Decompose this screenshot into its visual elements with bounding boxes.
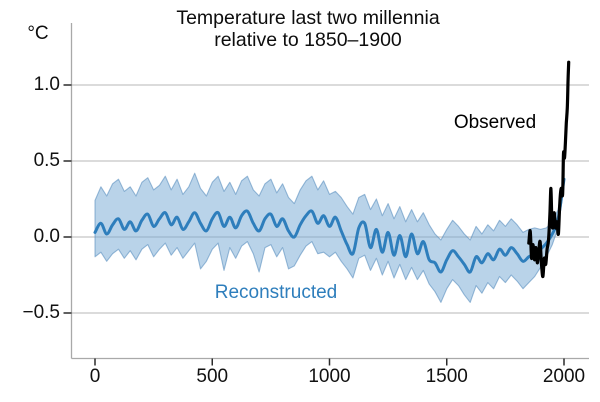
x-tick-label: 2000: [542, 366, 586, 387]
x-tick-label: 500: [196, 366, 229, 387]
y-tick-label: 1.0: [33, 74, 60, 95]
x-tick-label: 1000: [308, 366, 351, 387]
reconstructed-line: [93, 177, 566, 274]
chart-title-line1: Temperature last two millennia: [176, 7, 440, 29]
chart-title-line2: relative to 1850–1900: [214, 29, 402, 51]
y-tick-label: −0.5: [22, 302, 60, 323]
y-axis-unit-label: °C: [27, 23, 49, 44]
observed-line: [527, 60, 571, 279]
y-tick-label: 0.0: [33, 226, 60, 247]
observed-series-label: Observed: [453, 112, 537, 133]
chart-title: Temperature last two millennia relative …: [72, 7, 544, 51]
y-tick-label: 0.5: [33, 150, 60, 171]
x-tick-label: 1500: [425, 366, 468, 387]
reconstructed-series-label: Reconstructed: [214, 282, 338, 303]
x-tick-label: 0: [89, 366, 101, 387]
